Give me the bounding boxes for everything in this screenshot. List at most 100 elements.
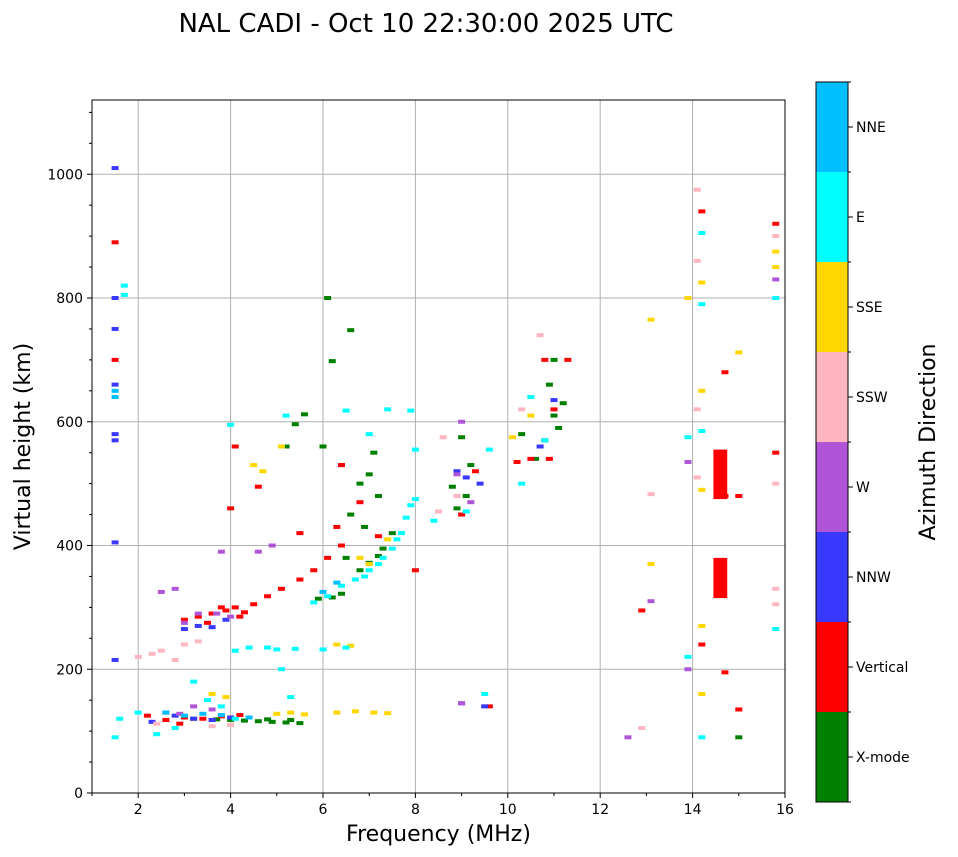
- data-point: [287, 717, 295, 722]
- chart-title: NAL CADI - Oct 10 22:30:00 2025 UTC: [178, 9, 673, 39]
- data-point: [227, 715, 235, 720]
- data-point: [208, 724, 216, 729]
- data-point: [638, 608, 646, 613]
- data-point: [328, 359, 336, 364]
- data-point: [541, 438, 549, 443]
- data-point: [282, 444, 290, 449]
- x-tick-label: 16: [776, 802, 794, 818]
- data-point: [772, 450, 780, 455]
- data-point: [398, 531, 406, 536]
- data-point: [171, 726, 179, 731]
- data-point: [254, 484, 262, 489]
- data-point: [365, 562, 373, 567]
- data-point: [411, 447, 419, 452]
- data-point: [120, 283, 128, 288]
- data-point: [458, 419, 466, 424]
- data-point: [227, 422, 235, 427]
- data-point: [684, 667, 692, 672]
- data-point: [277, 586, 285, 591]
- data-point: [310, 568, 318, 573]
- x-tick-label: 2: [134, 802, 143, 818]
- data-point: [222, 608, 230, 613]
- data-point: [698, 735, 706, 740]
- data-point: [282, 720, 290, 725]
- colorbar-tick-label: E: [856, 210, 865, 226]
- data-point: [111, 296, 119, 300]
- x-tick-label: 4: [226, 802, 235, 818]
- x-axis-ticks: 2 4 6 8 10 12 14 16: [91, 793, 794, 818]
- data-point: [333, 524, 341, 529]
- data-point: [684, 459, 692, 464]
- data-point: [227, 717, 235, 722]
- data-point: [176, 711, 184, 716]
- data-point: [208, 707, 216, 712]
- data-point: [772, 277, 780, 282]
- data-point: [194, 623, 202, 628]
- data-point: [190, 679, 198, 684]
- colorbar-segment: [816, 352, 848, 442]
- colorbar-tick-label: Vertical: [856, 660, 908, 676]
- data-point: [411, 568, 419, 573]
- data-point: [698, 388, 706, 393]
- data-point: [231, 444, 239, 449]
- data-point: [347, 328, 355, 333]
- data-point: [735, 707, 743, 712]
- data-point: [698, 623, 706, 628]
- data-point: [536, 444, 544, 449]
- data-point: [171, 713, 179, 718]
- data-point: [527, 456, 535, 461]
- data-point: [337, 463, 345, 468]
- data-point: [227, 506, 235, 511]
- data-point: [384, 407, 392, 412]
- data-point: [458, 512, 466, 517]
- data-point: [374, 562, 382, 567]
- x-tick-label: 14: [684, 802, 702, 818]
- data-point: [545, 382, 553, 387]
- colorbar-tick-label: X-mode: [856, 750, 910, 766]
- data-point: [384, 711, 392, 716]
- data-point: [347, 643, 355, 648]
- data-point: [162, 717, 170, 722]
- y-axis-label: Virtual height (km): [11, 343, 36, 550]
- data-point: [550, 413, 558, 418]
- data-point: [148, 719, 156, 724]
- colorbar-segment: [816, 262, 848, 352]
- data-point: [250, 463, 258, 468]
- colorbar-frame: [815, 81, 849, 803]
- data-point: [342, 645, 350, 650]
- data-point: [213, 717, 221, 722]
- data-point: [356, 555, 364, 560]
- data-point: [222, 695, 230, 700]
- data-block: [713, 449, 728, 500]
- data-point: [301, 712, 309, 717]
- data-point: [333, 710, 341, 715]
- data-point: [435, 509, 442, 514]
- data-point: [337, 583, 345, 588]
- data-point: [370, 450, 378, 455]
- data-point: [245, 645, 253, 650]
- data-point: [532, 456, 540, 461]
- data-point: [296, 577, 304, 582]
- data-point: [208, 625, 216, 630]
- data-point: [698, 487, 706, 492]
- data-point: [476, 481, 484, 486]
- data-point: [231, 716, 239, 721]
- data-point: [772, 296, 780, 300]
- data-point: [111, 735, 119, 740]
- data-point: [485, 447, 493, 452]
- data-point: [231, 605, 239, 610]
- data-point: [310, 600, 318, 605]
- colorbar-tick-label: NNE: [856, 120, 886, 136]
- data-point: [333, 580, 341, 585]
- data-point: [264, 645, 272, 650]
- data-point: [698, 429, 706, 434]
- data-point: [301, 412, 309, 417]
- data-point: [693, 187, 701, 192]
- data-point: [176, 721, 184, 726]
- data-point: [772, 602, 780, 607]
- data-point: [148, 651, 156, 656]
- data-point: [448, 484, 456, 489]
- data-point: [481, 692, 489, 696]
- data-point: [319, 444, 327, 449]
- data-point: [342, 408, 350, 413]
